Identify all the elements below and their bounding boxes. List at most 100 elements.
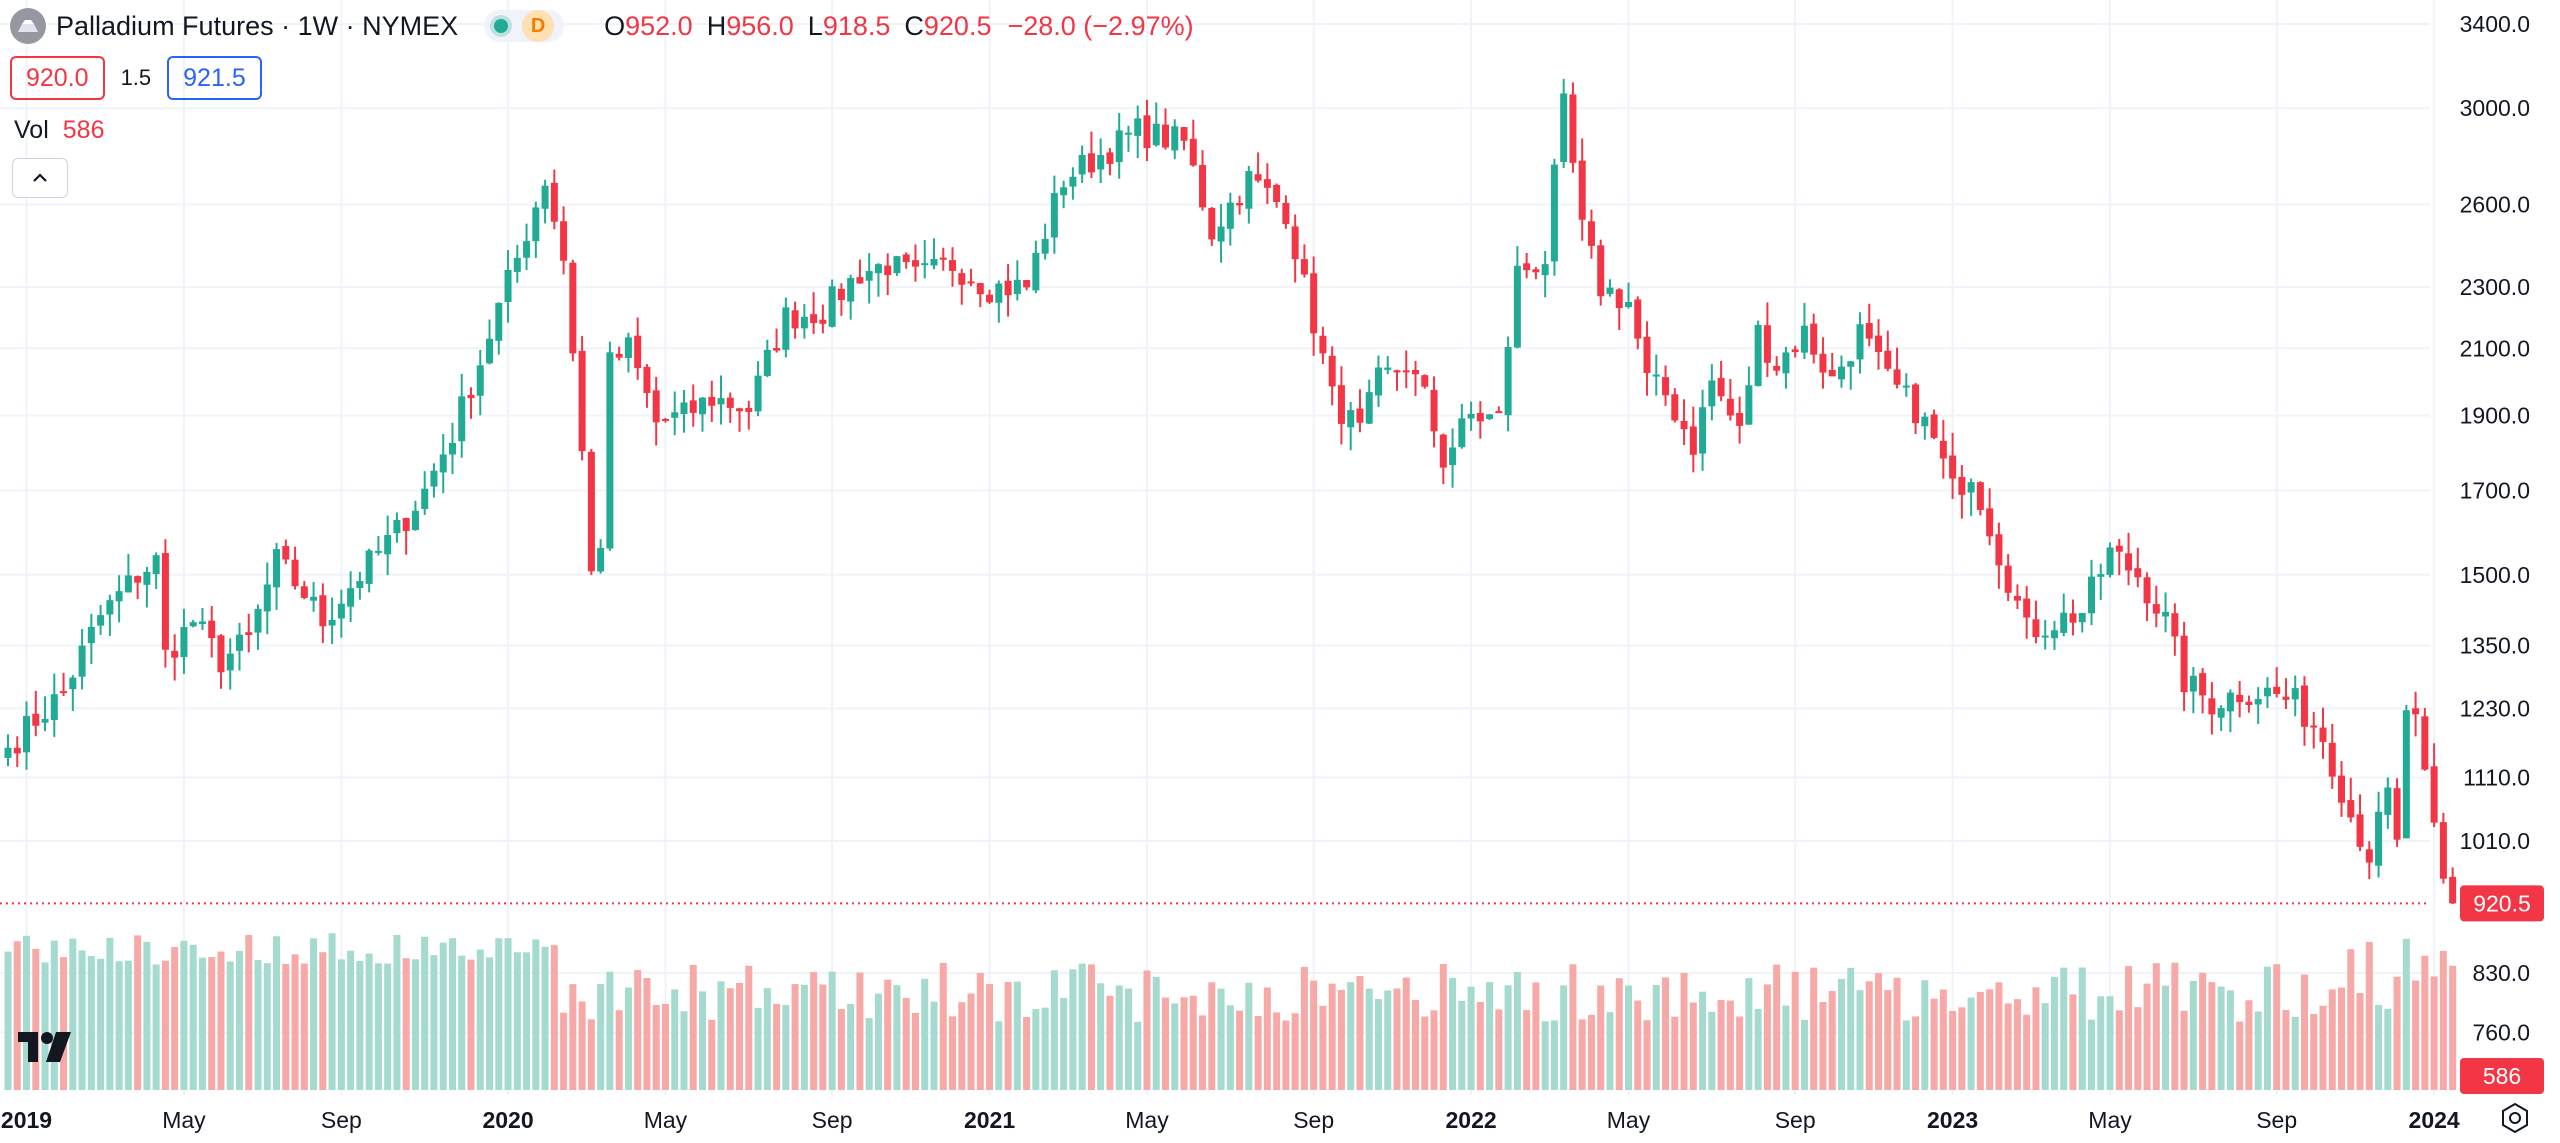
candle-body	[2152, 604, 2160, 614]
last-price-label: 920.5	[2473, 890, 2531, 916]
candle-body	[717, 398, 725, 405]
candle-body	[217, 635, 225, 673]
settings-icon[interactable]	[2498, 1101, 2532, 1140]
volume-bar	[2365, 941, 2373, 1090]
volume-bar	[1449, 977, 1457, 1090]
candle-body	[597, 547, 605, 572]
candle-body	[560, 221, 568, 261]
candle-body	[606, 352, 614, 549]
price-tick-label: 2100.0	[2460, 335, 2530, 361]
last-price-marker	[2460, 885, 2544, 922]
candle-body	[1523, 263, 1531, 271]
candle-body	[1967, 482, 1975, 493]
volume-bar	[495, 938, 503, 1090]
candle-body	[2097, 574, 2105, 577]
candle-body	[1569, 94, 1577, 163]
candle-body	[69, 677, 77, 690]
time-axis[interactable]: 2019 May Sep 2020 May Sep 2021 May Sep 2022 May Sep…	[1, 1107, 2460, 1133]
symbol-title[interactable]: Palladium Futures · 1W · NYMEX	[56, 10, 459, 41]
candle-body	[1347, 410, 1355, 428]
buy-price-button[interactable]: 921.5	[167, 56, 262, 100]
collapse-legend-button[interactable]	[12, 158, 68, 198]
candle-body	[365, 550, 373, 584]
sell-price-button[interactable]: 920.0	[10, 56, 105, 100]
volume-bar	[2300, 974, 2308, 1090]
volume-label[interactable]: Vol	[14, 116, 49, 144]
volume-bar	[550, 945, 558, 1090]
volume-bar	[560, 1012, 568, 1090]
candle-body	[476, 365, 484, 396]
symbol-logo-icon[interactable]	[10, 8, 46, 44]
candle-body	[421, 488, 429, 510]
volume-bar	[865, 1018, 873, 1090]
volume-bar	[736, 983, 744, 1090]
candle-body	[921, 263, 929, 266]
volume-bar	[1319, 1005, 1327, 1090]
volume-bar	[1884, 990, 1892, 1090]
volume-bar	[615, 1010, 623, 1090]
volume-bar	[1652, 985, 1660, 1090]
candle-body	[513, 257, 521, 272]
volume-bar	[847, 1003, 855, 1090]
volume-bar	[23, 935, 31, 1090]
volume-bar	[60, 957, 68, 1090]
volume-bar	[773, 1003, 781, 1090]
volume-bar	[578, 1001, 586, 1090]
candle-body	[2050, 630, 2058, 639]
close-value: 920.5	[923, 10, 992, 41]
candle-body	[1513, 265, 1521, 348]
candle-body	[1097, 155, 1105, 170]
candle-body	[2060, 612, 2068, 633]
candle-body	[1384, 367, 1392, 370]
volume-bar	[198, 957, 206, 1090]
tradingview-logo-icon[interactable]	[16, 1030, 76, 1069]
time-tick-label: 2022	[1445, 1107, 1496, 1133]
volume-bar	[2088, 1019, 2095, 1090]
candle-body	[874, 264, 882, 274]
candle-body	[1958, 476, 1966, 495]
candle-body	[2245, 701, 2253, 706]
candle-body	[124, 575, 132, 593]
candle-body	[930, 258, 938, 266]
volume-bar	[402, 958, 410, 1090]
volume-bar	[115, 961, 123, 1090]
candle-body	[328, 619, 336, 626]
close-label: C	[904, 10, 924, 41]
price-axis[interactable]: 3400.0 3000.0 2600.0 2300.0 2100.0 1900.0 1700…	[2460, 11, 2544, 1094]
volume-bar	[2050, 976, 2058, 1090]
volume-bar	[1060, 998, 1068, 1090]
candle-body	[1939, 440, 1947, 459]
candle-body	[976, 283, 984, 295]
volume-bar	[782, 1004, 790, 1090]
open-value: 952.0	[625, 10, 693, 41]
candle-body	[652, 390, 660, 423]
volume-bar	[189, 944, 197, 1090]
volume-bar	[13, 941, 21, 1090]
candle-body	[791, 310, 799, 329]
volume-bar	[41, 962, 49, 1090]
candle-body	[1782, 352, 1790, 374]
candle-body	[800, 316, 808, 329]
volume-bar	[124, 960, 132, 1090]
candle-body	[236, 634, 243, 651]
volume-bar	[689, 964, 697, 1090]
candle-body	[1976, 482, 1984, 510]
candle-body	[893, 256, 901, 274]
market-status-badge[interactable]: D	[484, 10, 565, 42]
volume-bar	[393, 935, 401, 1090]
volume-bar	[4, 951, 12, 1090]
candle-body	[1763, 325, 1771, 363]
candle-body	[1550, 164, 1558, 262]
candle-body	[2004, 565, 2012, 593]
volume-bar	[819, 984, 827, 1090]
candle-body	[1902, 385, 1910, 388]
candle-body	[1680, 420, 1688, 430]
volume-bar	[2421, 955, 2429, 1090]
candle-body	[1634, 299, 1642, 339]
volume-bar	[263, 963, 271, 1090]
volume-bar	[439, 942, 447, 1090]
volume-bar	[1643, 1020, 1651, 1090]
last-volume-marker	[2460, 1058, 2544, 1094]
candle-body	[2291, 688, 2299, 700]
